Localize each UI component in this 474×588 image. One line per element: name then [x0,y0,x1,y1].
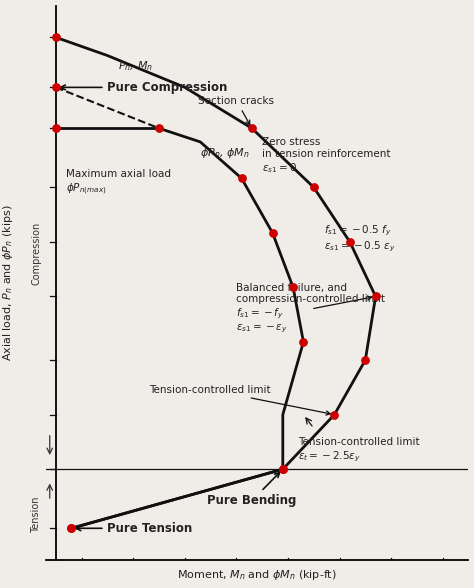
Text: Maximum axial load
$\phi P_{n(max)}$: Maximum axial load $\phi P_{n(max)}$ [66,169,171,196]
Text: $\phi P_n$, $\phi M_n$: $\phi P_n$, $\phi M_n$ [201,146,250,159]
Text: Axial load, $P_n$ and $\phi P_n$ (kips): Axial load, $P_n$ and $\phi P_n$ (kips) [0,205,15,361]
Text: Pure Tension: Pure Tension [76,522,193,535]
Point [289,283,297,292]
Text: Balanced failure, and
compression-controlled limit
$f_{s1} = -f_y$
$\epsilon_{s1: Balanced failure, and compression-contro… [237,283,385,335]
Point [372,292,379,301]
Text: Compression: Compression [31,222,41,285]
Point [310,183,318,192]
Text: $P_n$, $M_n$: $P_n$, $M_n$ [118,59,153,73]
Point [346,237,354,246]
Text: Pure Bending: Pure Bending [207,473,297,507]
Point [68,523,75,533]
Point [279,465,287,474]
Point [248,123,255,133]
Text: Tension-controlled limit
$\epsilon_t = -2.5\epsilon_y$: Tension-controlled limit $\epsilon_t = -… [298,437,420,464]
Text: Zero stress
in tension reinforcement
$\epsilon_{s1} = 0$: Zero stress in tension reinforcement $\e… [262,138,391,175]
Point [155,123,163,133]
X-axis label: Moment, $M_n$ and $\phi M_n$ (kip-ft): Moment, $M_n$ and $\phi M_n$ (kip-ft) [177,569,337,583]
Point [52,33,60,42]
Point [269,228,276,238]
Text: Tension-controlled limit: Tension-controlled limit [149,385,330,415]
Text: Section cracks: Section cracks [199,96,274,125]
Point [238,173,246,183]
Point [52,83,60,92]
Text: $f_{s1} = -0.5\ f_y$
$\epsilon_{s1} = -0.5\ \epsilon_y$: $f_{s1} = -0.5\ f_y$ $\epsilon_{s1} = -0… [324,224,396,255]
Point [68,523,75,533]
Point [362,355,369,365]
Point [300,338,307,347]
Point [330,410,338,419]
Point [52,123,60,133]
Point [279,465,287,474]
Text: Pure Compression: Pure Compression [61,81,228,94]
Text: Tension: Tension [31,496,41,533]
